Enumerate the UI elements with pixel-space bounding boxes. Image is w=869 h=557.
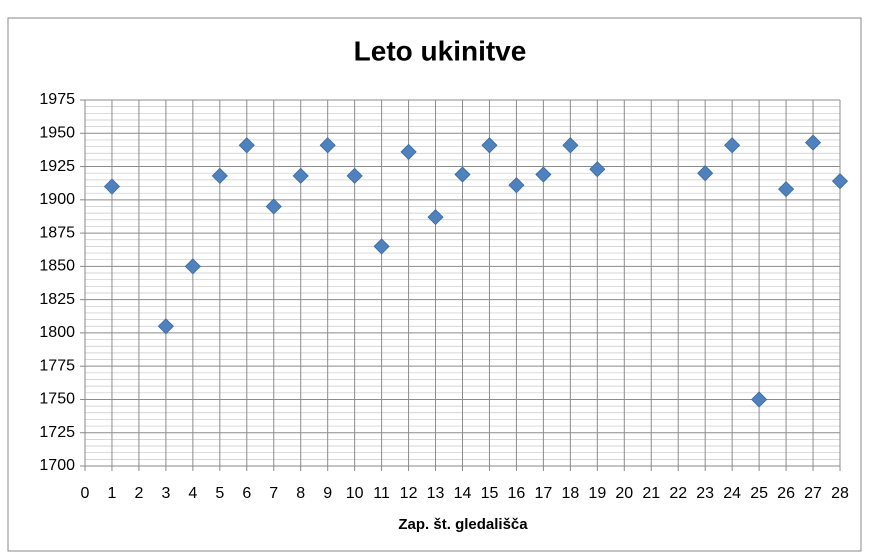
y-tick-label: 1750: [39, 391, 75, 408]
point: [103, 178, 121, 195]
y-tick-label: 1800: [39, 324, 75, 341]
x-tick-label: 6: [242, 485, 251, 502]
x-tick-label: 24: [723, 485, 741, 502]
point: [508, 177, 525, 194]
x-tick-label: 15: [481, 485, 499, 502]
point: [427, 209, 444, 226]
point: [400, 143, 417, 160]
x-tick-label: 25: [750, 485, 768, 502]
point: [751, 391, 768, 408]
x-tick-label: 22: [669, 485, 687, 502]
point: [211, 167, 228, 184]
y-tick-label: 1775: [39, 357, 75, 374]
point: [562, 137, 579, 154]
point: [589, 161, 606, 178]
x-tick-label: 16: [508, 485, 526, 502]
y-tick-label: 1975: [39, 91, 75, 108]
point: [157, 318, 174, 335]
x-tick-label: 23: [696, 485, 714, 502]
point: [238, 137, 255, 154]
x-tick-label: 8: [296, 485, 305, 502]
x-tick-label: 5: [215, 485, 224, 502]
x-tick-label: 4: [188, 485, 197, 502]
x-tick-label: 17: [534, 485, 552, 502]
point: [804, 134, 822, 151]
x-tick-label: 7: [269, 485, 278, 502]
y-tick-label: 1725: [39, 424, 75, 441]
x-axis-label: Zap. št. gledališča: [398, 516, 528, 533]
point: [373, 238, 390, 255]
point: [265, 198, 282, 215]
point: [319, 137, 336, 154]
x-tick-label: 12: [400, 485, 418, 502]
y-tick-label: 1825: [39, 291, 75, 308]
x-tick-label: 0: [81, 485, 90, 502]
x-tick-label: 20: [615, 485, 633, 502]
x-tick-label: 13: [427, 485, 445, 502]
x-tick-label: 1: [108, 485, 117, 502]
y-tick-label: 1875: [39, 224, 75, 241]
point: [535, 166, 552, 183]
x-tick-label: 3: [161, 485, 170, 502]
point: [346, 167, 363, 184]
point: [831, 173, 849, 190]
x-tick-label: 27: [804, 485, 822, 502]
point: [697, 165, 714, 182]
y-tick-label: 1850: [39, 258, 75, 275]
x-tick-label: 14: [454, 485, 472, 502]
x-tick-label: 9: [323, 485, 332, 502]
x-tick-label: 21: [642, 485, 660, 502]
x-tick-label: 28: [831, 485, 849, 502]
y-tick-label: 1950: [39, 124, 75, 141]
point: [481, 137, 498, 154]
point: [454, 166, 471, 183]
point: [778, 181, 795, 198]
x-tick-label: 18: [561, 485, 579, 502]
x-tick-label: 11: [373, 485, 390, 502]
y-tick-label: 1900: [39, 191, 75, 208]
chart-title: Leto ukinitve: [354, 35, 527, 66]
point: [292, 167, 309, 184]
x-tick-label: 10: [346, 485, 364, 502]
chart-frame: [7, 17, 862, 552]
y-tick-label: 1925: [39, 158, 75, 175]
x-tick-label: 26: [777, 485, 795, 502]
point: [184, 258, 201, 275]
x-tick-label: 19: [588, 485, 606, 502]
x-tick-label: 2: [134, 485, 143, 502]
y-tick-label: 1700: [39, 457, 75, 474]
point: [724, 137, 741, 154]
